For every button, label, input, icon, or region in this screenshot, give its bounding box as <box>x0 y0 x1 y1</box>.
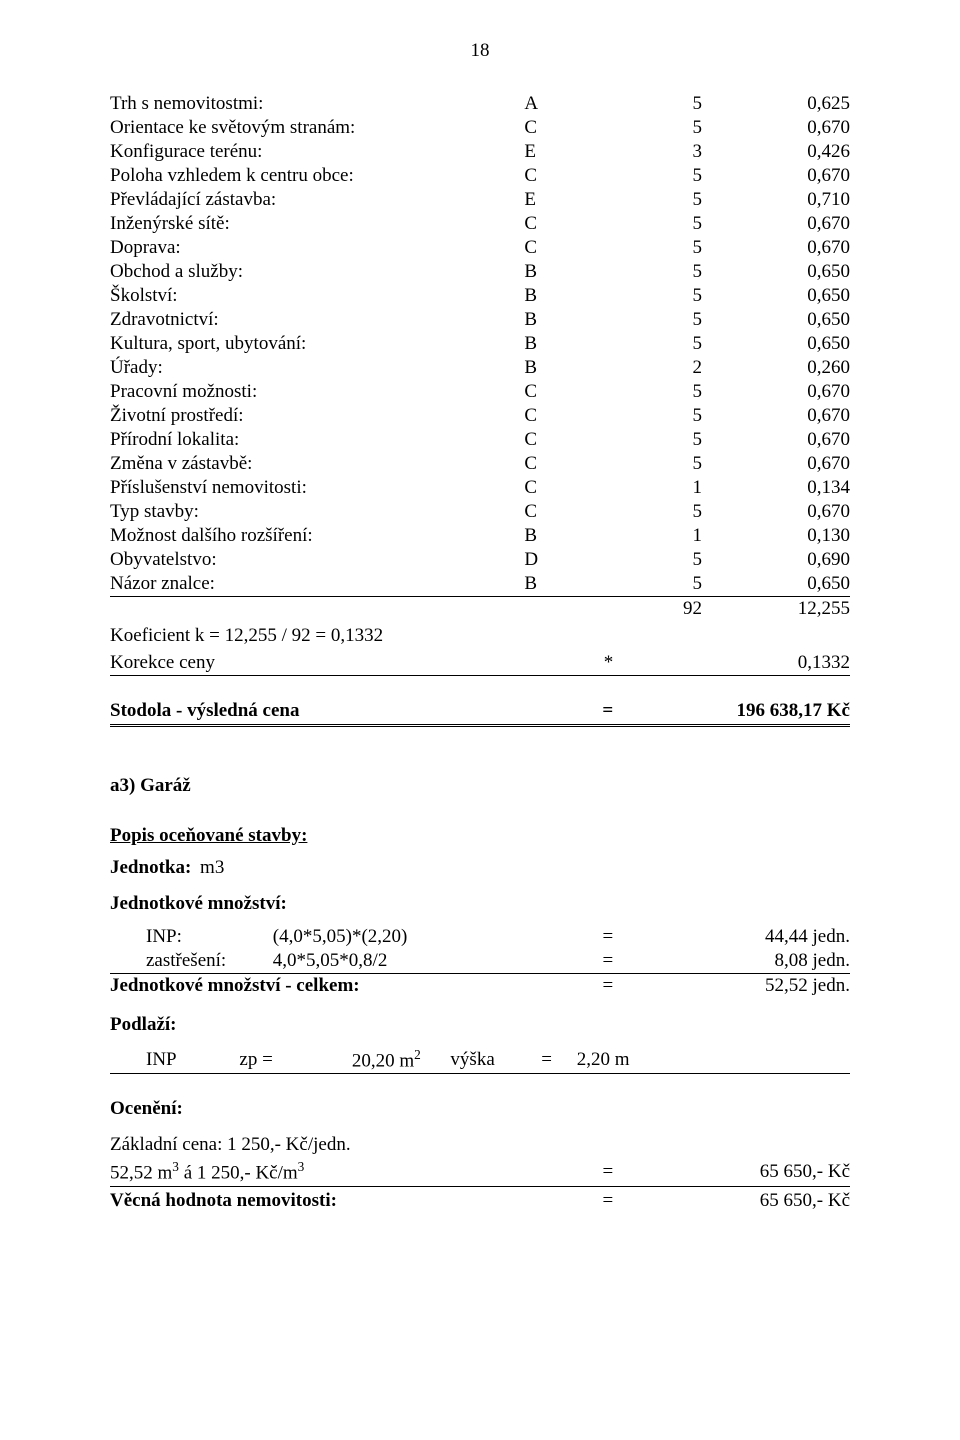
table-row: Doprava:C50,670 <box>110 236 850 260</box>
table-row: Příslušenství nemovitosti:C10,134 <box>110 476 850 500</box>
result-symbol: = <box>524 698 613 726</box>
table-row: Pracovní možnosti:C50,670 <box>110 380 850 404</box>
table-row: Změna v zástavbě:C50,670 <box>110 452 850 476</box>
table-row: Úřady:B20,260 <box>110 356 850 380</box>
sum-val: 12,255 <box>702 597 850 622</box>
valuation-heading: Ocenění: <box>110 1098 850 1120</box>
floor-heading: Podlaží: <box>110 1014 850 1036</box>
table-row: Školství:B50,650 <box>110 284 850 308</box>
sum-num: 92 <box>613 597 702 622</box>
correction-label: Korekce ceny <box>110 651 524 676</box>
section-title-garage: a3) Garáž <box>110 775 850 797</box>
factors-sum-row: 92 12,255 <box>110 597 850 622</box>
table-row: Trh s nemovitostmi:A50,625 <box>110 92 850 116</box>
table-row: Kultura, sport, ubytování:B50,650 <box>110 332 850 356</box>
unit-line: Jednotka: m3 <box>110 857 850 879</box>
calc-line: 52,52 m3 á 1 250,- Kč/m3 = 65 650,- Kč <box>110 1158 850 1186</box>
page-number: 18 <box>110 40 850 62</box>
qty-total-row: Jednotkové množství - celkem: = 52,52 je… <box>110 974 850 998</box>
net-value-line: Věcná hodnota nemovitosti: = 65 650,- Kč <box>110 1189 850 1213</box>
coefficient-line: Koeficient k = 12,255 / 92 = 0,1332 <box>110 625 850 647</box>
table-row: Inženýrské sítě:C50,670 <box>110 212 850 236</box>
table-row: Poloha vzhledem k centru obce:C50,670 <box>110 164 850 188</box>
table-row: Možnost dalšího rozšíření:B10,130 <box>110 524 850 548</box>
table-row: Zdravotnictví:B50,650 <box>110 308 850 332</box>
table-row: Konfigurace terénu:E30,426 <box>110 140 850 164</box>
qty-table: INP:(4,0*5,05)*(2,20)=44,44 jedn.zastřeš… <box>110 925 850 974</box>
table-row: INP:(4,0*5,05)*(2,20)=44,44 jedn. <box>110 925 850 949</box>
result-table: Stodola - výsledná cena = 196 638,17 Kč <box>110 698 850 727</box>
factors-table: Trh s nemovitostmi:A50,625Orientace ke s… <box>110 92 850 621</box>
table-row: Převládající zástavba:E50,710 <box>110 188 850 212</box>
table-row: Názor znalce:B50,650 <box>110 572 850 597</box>
table-row: Orientace ke světovým stranám:C50,670 <box>110 116 850 140</box>
correction-table: Korekce ceny * 0,1332 <box>110 651 850 676</box>
table-row: Obyvatelstvo:D50,690 <box>110 548 850 572</box>
correction-value: 0,1332 <box>613 651 850 676</box>
result-label: Stodola - výsledná cena <box>110 698 524 726</box>
base-price-line: Základní cena: 1 250,- Kč/jedn. <box>110 1134 850 1156</box>
table-row: Typ stavby:C50,670 <box>110 500 850 524</box>
table-row: Obchod a služby:B50,650 <box>110 260 850 284</box>
desc-heading: Popis oceňované stavby: <box>110 825 850 847</box>
result-value: 196 638,17 Kč <box>613 698 850 726</box>
table-row: Přírodní lokalita:C50,670 <box>110 428 850 452</box>
correction-symbol: * <box>524 651 613 676</box>
qty-heading: Jednotkové množství: <box>110 893 850 915</box>
table-row: zastřešení:4,0*5,05*0,8/2=8,08 jedn. <box>110 949 850 974</box>
table-row: Životní prostředí:C50,670 <box>110 404 850 428</box>
floor-table: INP zp = 20,20 m2 výška = 2,20 m <box>110 1046 850 1074</box>
